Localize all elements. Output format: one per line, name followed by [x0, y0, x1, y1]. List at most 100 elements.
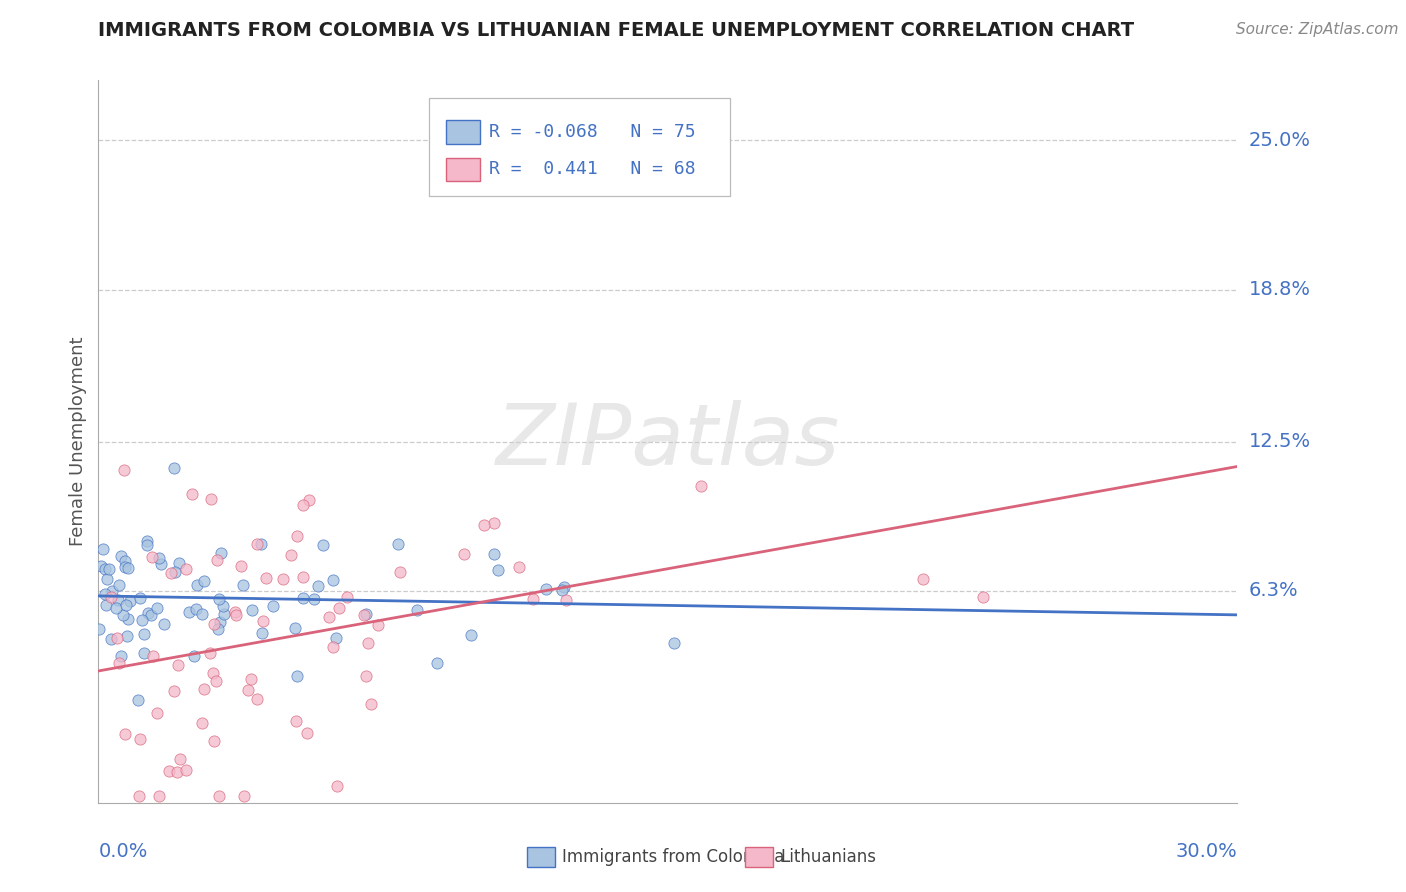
Point [207, 622, 229, 636]
Point [148, 789, 170, 803]
Point [200, 646, 222, 660]
Point [141, 549, 163, 564]
Point [551, 583, 574, 598]
Point [129, 731, 152, 746]
Point [285, 529, 308, 543]
Point [148, 551, 170, 566]
Point [160, 566, 183, 581]
Point [240, 603, 263, 617]
Point [105, 632, 128, 646]
Point [174, 562, 197, 576]
Text: 6.3%: 6.3% [1249, 582, 1298, 600]
Point [202, 666, 225, 681]
Text: Immigrants from Colombia: Immigrants from Colombia [562, 848, 785, 866]
Point [117, 561, 139, 575]
Point [472, 517, 495, 532]
Point [322, 640, 344, 655]
Point [208, 615, 231, 630]
Point [107, 656, 129, 670]
Point [165, 566, 187, 580]
FancyBboxPatch shape [446, 120, 479, 144]
Point [127, 693, 149, 707]
Y-axis label: Female Unemployment: Female Unemployment [69, 337, 87, 546]
Point [354, 669, 377, 683]
Point [388, 565, 411, 579]
Point [486, 562, 509, 576]
Point [200, 492, 222, 507]
Point [322, 573, 344, 587]
Point [169, 752, 191, 766]
Point [89, 622, 111, 636]
Point [367, 618, 389, 632]
Text: R =  0.441   N = 68: R = 0.441 N = 68 [489, 161, 696, 178]
Point [162, 461, 184, 475]
Point [166, 764, 188, 779]
Point [114, 554, 136, 568]
Point [96, 572, 118, 586]
Point [93, 587, 115, 601]
Point [134, 626, 156, 640]
Point [100, 590, 122, 604]
Point [141, 649, 163, 664]
Point [972, 590, 994, 604]
Text: 18.8%: 18.8% [1249, 280, 1310, 300]
Point [112, 607, 135, 622]
Text: 0.0%: 0.0% [98, 842, 148, 861]
Point [205, 553, 228, 567]
Point [236, 683, 259, 698]
Point [205, 673, 228, 688]
Point [157, 764, 180, 778]
Point [284, 621, 307, 635]
Point [181, 487, 204, 501]
Point [100, 632, 122, 647]
Point [104, 601, 127, 615]
Point [254, 571, 277, 585]
Point [208, 591, 231, 606]
Point [129, 591, 152, 605]
Point [91, 541, 114, 556]
Point [97, 561, 120, 575]
Point [356, 635, 378, 649]
Point [250, 537, 273, 551]
Text: Source: ZipAtlas.com: Source: ZipAtlas.com [1236, 22, 1399, 37]
Point [212, 607, 235, 621]
Point [553, 580, 575, 594]
Point [246, 692, 269, 706]
Point [307, 579, 329, 593]
Point [135, 533, 157, 548]
Point [262, 599, 284, 614]
Point [149, 557, 172, 571]
Point [312, 538, 335, 552]
Point [291, 569, 314, 583]
Point [271, 572, 294, 586]
Point [114, 727, 136, 741]
Point [191, 607, 214, 622]
Text: 30.0%: 30.0% [1175, 842, 1237, 861]
Point [139, 607, 162, 622]
Point [193, 681, 215, 696]
Point [229, 559, 252, 574]
Text: IMMIGRANTS FROM COLOMBIA VS LITHUANIAN FEMALE UNEMPLOYMENT CORRELATION CHART: IMMIGRANTS FROM COLOMBIA VS LITHUANIAN F… [98, 21, 1135, 40]
Point [554, 592, 576, 607]
Point [664, 636, 686, 650]
Point [325, 632, 347, 646]
Point [295, 726, 318, 740]
Point [240, 673, 263, 687]
Point [252, 614, 274, 628]
Point [107, 593, 129, 607]
Point [163, 683, 186, 698]
Point [114, 598, 136, 612]
Point [136, 607, 159, 621]
Point [689, 479, 711, 493]
Point [224, 605, 246, 619]
Point [107, 578, 129, 592]
Point [145, 706, 167, 720]
Point [508, 559, 530, 574]
Point [128, 789, 150, 803]
Point [131, 613, 153, 627]
Point [153, 616, 176, 631]
Point [117, 629, 139, 643]
Point [522, 592, 544, 607]
Point [284, 714, 307, 728]
Point [460, 628, 482, 642]
